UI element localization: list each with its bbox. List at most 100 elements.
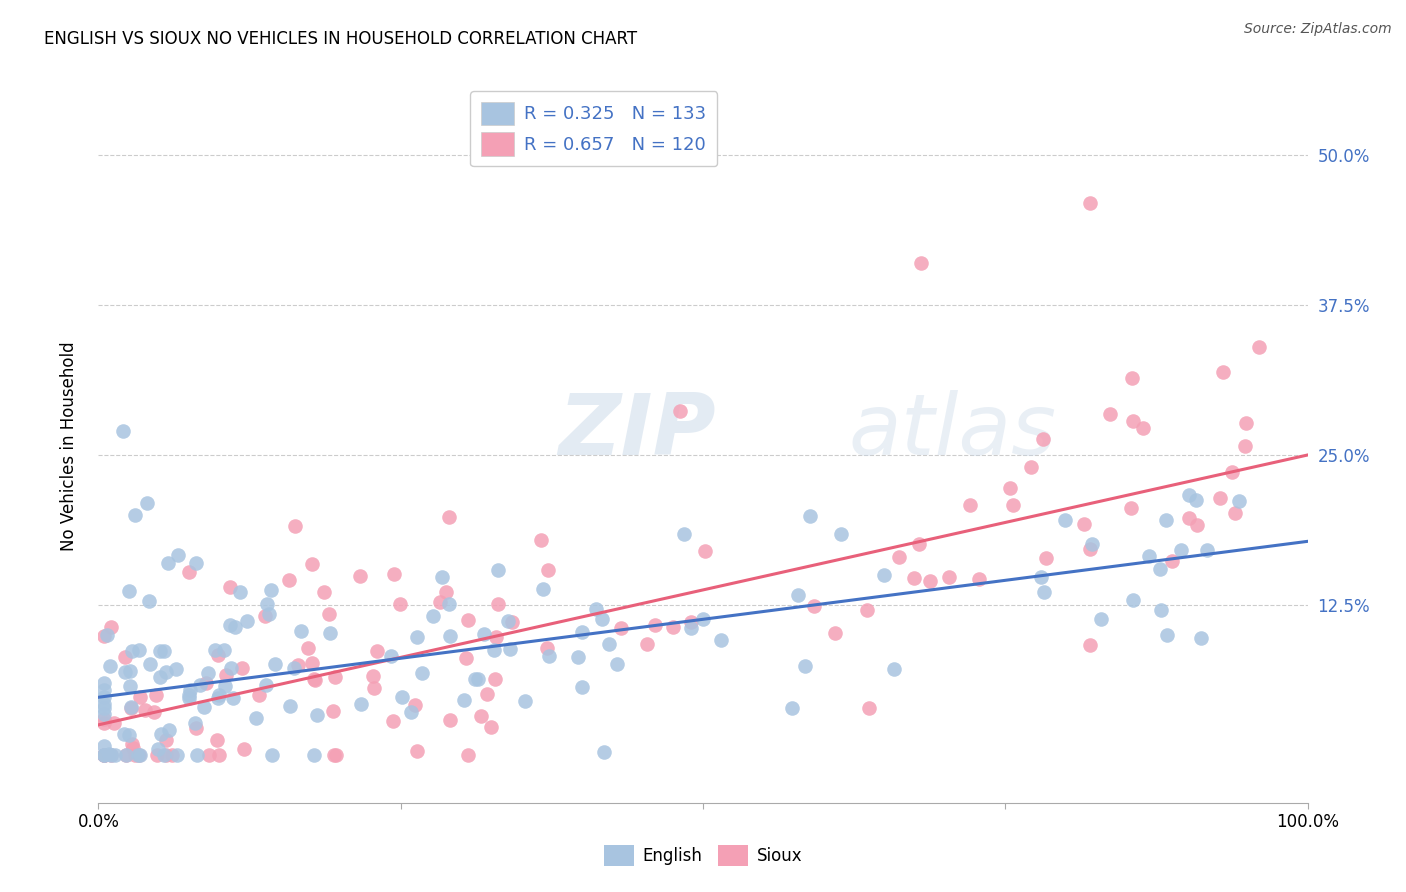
Point (454, 650, 477, 665)
Text: ZIP: ZIP (558, 390, 716, 474)
Point (124, 747, 146, 762)
Point (967, 572, 990, 586)
Point (236, 614, 259, 628)
Point (382, 566, 405, 581)
Point (1098, 407, 1121, 421)
Point (1150, 602, 1173, 616)
Point (93, 715, 115, 730)
Point (157, 556, 180, 570)
Point (197, 666, 219, 681)
Point (290, 624, 312, 638)
Point (1225, 506, 1247, 520)
Point (486, 598, 509, 612)
Point (259, 607, 281, 622)
Point (1185, 492, 1208, 507)
Point (127, 747, 149, 762)
Point (301, 558, 323, 572)
Point (93, 701, 115, 715)
Point (567, 650, 589, 665)
Point (232, 742, 254, 756)
Point (260, 747, 283, 762)
Point (177, 691, 200, 706)
Point (120, 699, 142, 714)
Point (139, 657, 162, 671)
Point (782, 701, 804, 715)
Point (314, 584, 336, 599)
Point (1121, 370, 1143, 384)
Point (959, 499, 981, 513)
Point (254, 608, 277, 623)
Point (325, 747, 347, 762)
Point (263, 657, 285, 671)
Point (229, 585, 252, 599)
Point (609, 621, 631, 635)
Point (155, 747, 177, 762)
Point (437, 509, 460, 524)
Point (1035, 550, 1057, 565)
Point (129, 747, 152, 762)
Point (434, 585, 457, 599)
Text: Source: ZipAtlas.com: Source: ZipAtlas.com (1244, 22, 1392, 37)
Point (485, 630, 508, 644)
Point (128, 747, 150, 762)
Point (93, 747, 115, 762)
Point (207, 691, 229, 706)
Point (1122, 593, 1144, 607)
Point (1178, 488, 1201, 502)
Point (150, 727, 173, 741)
Point (537, 648, 560, 663)
Point (1032, 432, 1054, 446)
Point (606, 657, 628, 672)
Point (278, 574, 301, 588)
Point (1249, 340, 1271, 354)
Point (128, 643, 150, 657)
Point (179, 683, 201, 698)
Point (115, 747, 138, 762)
Point (194, 675, 217, 690)
Point (215, 667, 238, 681)
Point (165, 662, 187, 676)
Point (910, 256, 932, 270)
Point (710, 633, 733, 648)
Point (93, 747, 115, 762)
Point (305, 707, 328, 722)
Point (323, 747, 346, 762)
Point (484, 672, 506, 686)
Point (1078, 196, 1101, 211)
Point (467, 672, 489, 686)
Point (472, 626, 495, 640)
Point (363, 681, 385, 695)
Point (100, 747, 122, 762)
Point (1053, 513, 1076, 527)
Point (1132, 421, 1154, 435)
Point (388, 597, 411, 611)
Point (204, 643, 226, 657)
Point (484, 642, 506, 657)
Point (135, 496, 157, 510)
Point (1139, 549, 1161, 564)
Point (278, 699, 301, 714)
Point (166, 747, 188, 762)
Point (93, 676, 115, 690)
Point (1078, 542, 1101, 557)
Point (1156, 513, 1178, 527)
Point (93, 690, 115, 704)
Point (858, 701, 880, 715)
Point (198, 747, 221, 762)
Point (208, 688, 231, 702)
Point (1080, 638, 1102, 652)
Point (157, 723, 180, 738)
Point (513, 693, 536, 707)
Point (679, 615, 702, 630)
Point (115, 747, 138, 762)
Point (799, 509, 821, 524)
Point (457, 747, 479, 762)
Point (537, 563, 560, 577)
Point (218, 617, 240, 632)
Point (219, 580, 242, 594)
Point (167, 548, 190, 562)
Point (149, 669, 172, 683)
Point (453, 693, 475, 707)
Point (1029, 570, 1052, 584)
Point (1170, 543, 1192, 558)
